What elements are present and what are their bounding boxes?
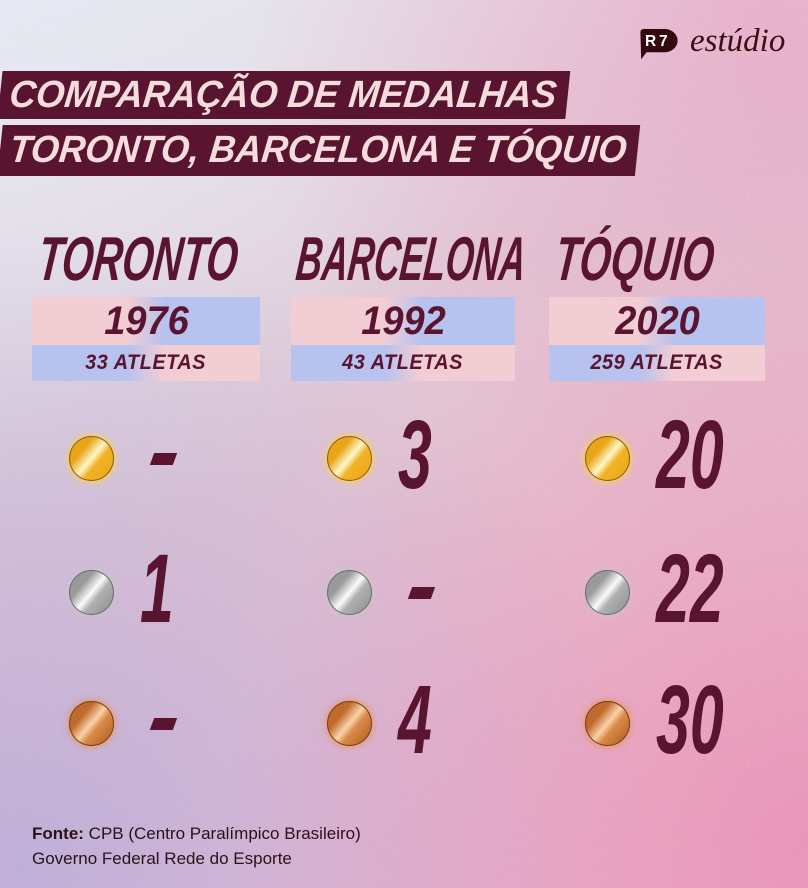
svg-text:7: 7 — [659, 33, 668, 50]
svg-text:R: R — [645, 33, 656, 50]
